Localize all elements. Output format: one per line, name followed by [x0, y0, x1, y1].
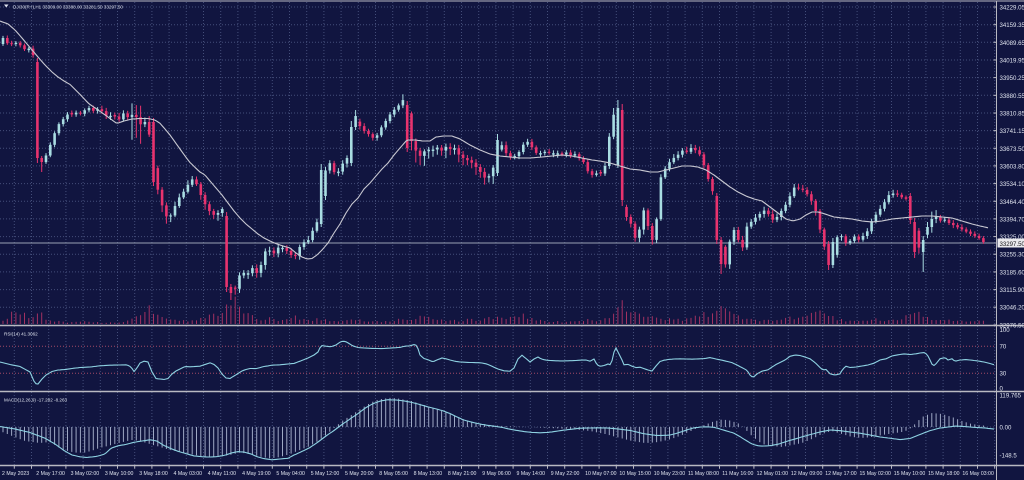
- svg-text:33325.00: 33325.00: [1000, 234, 1024, 241]
- svg-text:15 May 10:00: 15 May 10:00: [894, 471, 926, 477]
- svg-text:33880.55: 33880.55: [1000, 93, 1024, 100]
- svg-text:33741.15: 33741.15: [1000, 128, 1024, 135]
- svg-text:DJI30(R+),H1 33309.00 33388.0: DJI30(R+),H1 33309.00 33388.00 33281.50 …: [13, 5, 123, 10]
- svg-text:0.00: 0.00: [1000, 425, 1012, 432]
- svg-text:33534.10: 33534.10: [1000, 181, 1024, 188]
- svg-text:15 May 18:00: 15 May 18:00: [928, 471, 960, 477]
- svg-text:4 May 19:00: 4 May 19:00: [242, 471, 271, 477]
- svg-text:10 May 07:00: 10 May 07:00: [585, 471, 617, 477]
- svg-text:9 May 22:00: 9 May 22:00: [551, 471, 580, 477]
- svg-text:MACD(12,26,9) -17.282 -8.263: MACD(12,26,9) -17.282 -8.263: [4, 398, 68, 403]
- svg-text:16 May 03:00: 16 May 03:00: [962, 471, 994, 477]
- svg-text:11 May 08:00: 11 May 08:00: [688, 471, 719, 477]
- svg-text:12 May 09:00: 12 May 09:00: [791, 471, 823, 477]
- svg-text:12 May 17:00: 12 May 17:00: [825, 471, 857, 477]
- svg-text:33185.60: 33185.60: [1000, 269, 1024, 276]
- svg-text:10 May 15:00: 10 May 15:00: [619, 471, 651, 477]
- svg-text:12 May 01:00: 12 May 01:00: [757, 471, 789, 477]
- svg-text:9 May 14:00: 9 May 14:00: [517, 471, 546, 477]
- svg-text:8 May 13:00: 8 May 13:00: [414, 471, 443, 477]
- svg-text:33673.50: 33673.50: [1000, 146, 1024, 153]
- svg-text:9 May 06:00: 9 May 06:00: [482, 471, 511, 477]
- svg-text:33603.80: 33603.80: [1000, 163, 1024, 170]
- svg-text:33950.25: 33950.25: [1000, 75, 1024, 82]
- svg-text:3 May 02:00: 3 May 02:00: [71, 471, 100, 477]
- svg-text:5 May 04:00: 5 May 04:00: [276, 471, 305, 477]
- svg-text:119.765: 119.765: [1000, 393, 1022, 400]
- svg-text:3 May 10:00: 3 May 10:00: [105, 471, 134, 477]
- svg-text:70: 70: [1000, 343, 1007, 350]
- svg-text:8 May 05:00: 8 May 05:00: [379, 471, 408, 477]
- svg-text:RSI(14) 41.3062: RSI(14) 41.3062: [4, 332, 38, 337]
- svg-text:5 May 12:00: 5 May 12:00: [311, 471, 340, 477]
- svg-text:8 May 21:00: 8 May 21:00: [448, 471, 477, 477]
- svg-text:34229.05: 34229.05: [1000, 5, 1024, 12]
- svg-text:34019.95: 34019.95: [1000, 58, 1024, 65]
- svg-text:11 May 16:00: 11 May 16:00: [722, 471, 753, 477]
- svg-text:15 May 02:00: 15 May 02:00: [860, 471, 892, 477]
- svg-text:3 May 18:00: 3 May 18:00: [139, 471, 168, 477]
- svg-text:-148.5: -148.5: [1000, 453, 1018, 460]
- svg-text:33394.70: 33394.70: [1000, 216, 1024, 223]
- svg-text:33115.90: 33115.90: [1000, 287, 1024, 294]
- svg-text:33046.20: 33046.20: [1000, 305, 1024, 312]
- svg-text:32976.50: 32976.50: [1000, 322, 1024, 329]
- svg-text:10 May 23:00: 10 May 23:00: [654, 471, 686, 477]
- svg-text:2 May 17:00: 2 May 17:00: [36, 471, 65, 477]
- svg-text:5 May 20:00: 5 May 20:00: [345, 471, 374, 477]
- svg-text:33464.40: 33464.40: [1000, 199, 1024, 206]
- svg-text:33810.85: 33810.85: [1000, 111, 1024, 118]
- svg-text:4 May 11:00: 4 May 11:00: [208, 471, 236, 477]
- svg-text:33255.30: 33255.30: [1000, 252, 1024, 259]
- svg-text:33297.50: 33297.50: [1000, 241, 1024, 248]
- svg-text:2 May 2023: 2 May 2023: [2, 471, 29, 477]
- svg-text:34089.65: 34089.65: [1000, 40, 1024, 47]
- svg-text:0: 0: [1000, 386, 1004, 393]
- svg-text:30: 30: [1000, 370, 1007, 377]
- svg-text:34159.35: 34159.35: [1000, 22, 1024, 29]
- svg-text:100: 100: [1000, 327, 1011, 334]
- svg-text:4 May 03:00: 4 May 03:00: [174, 471, 203, 477]
